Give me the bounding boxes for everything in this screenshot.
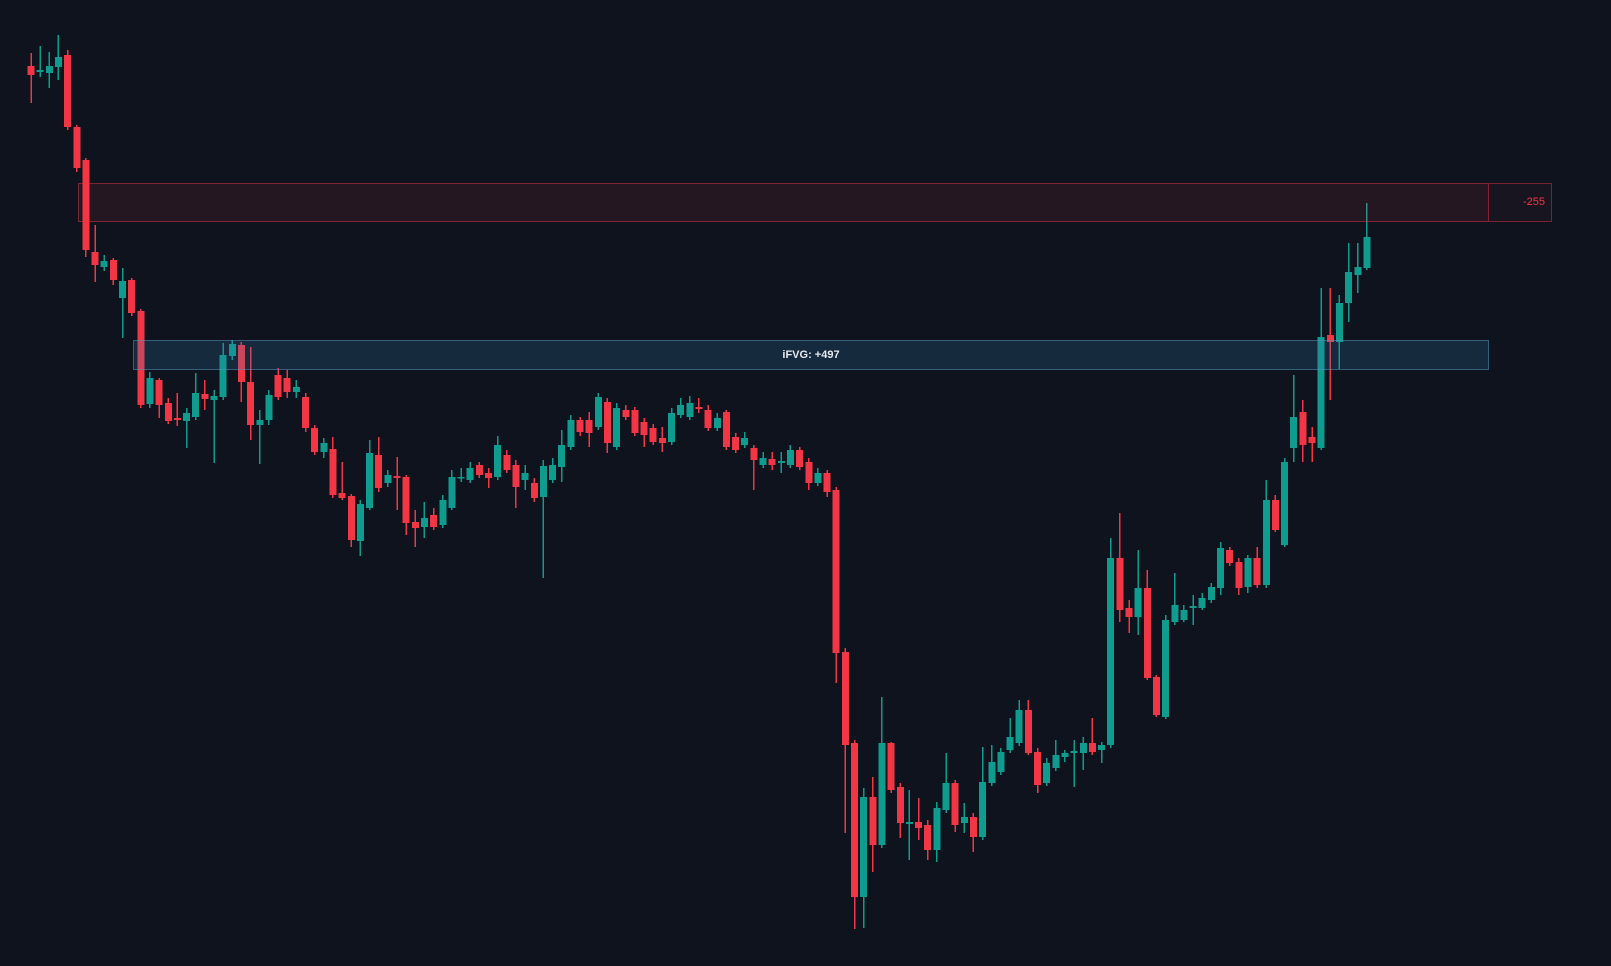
- bearish-fvg-price-label: -255: [1522, 196, 1545, 208]
- bearish-fvg-zone[interactable]: [78, 183, 1489, 222]
- ifvg-zone-label: iFVG: +497: [782, 348, 840, 361]
- bearish-fvg-price-label-box[interactable]: -255: [1489, 183, 1552, 222]
- ifvg-zone[interactable]: iFVG: +497: [133, 340, 1489, 370]
